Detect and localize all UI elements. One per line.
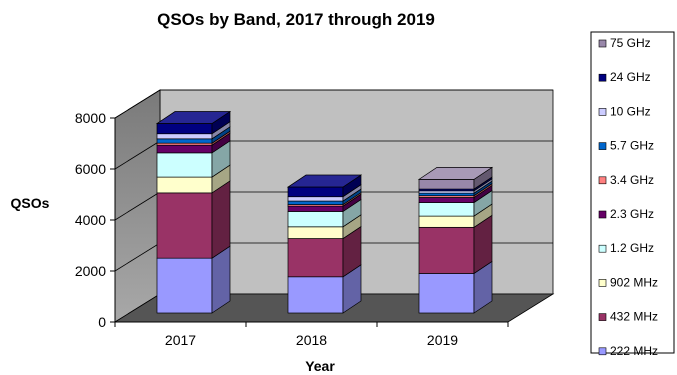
y-tick-label: 4000 [75,212,106,228]
bar-front [418,273,475,314]
bar-front [156,133,213,140]
legend-label: 10 GHz [610,104,651,118]
bar-segment [156,245,231,314]
legend-swatch [598,210,607,219]
gridline-side [114,242,161,272]
bar-front [287,200,344,205]
bar-side [211,180,231,259]
bar-front [287,226,344,239]
y-axis-label: QSOs [11,195,50,211]
legend-swatch [598,108,607,116]
bar-front [287,211,344,228]
legend-label: 75 GHz [610,36,651,50]
bar-segment [156,164,231,194]
bar-top [155,111,232,124]
bar-front [287,276,344,314]
legend-label: 902 MHz [610,275,658,289]
bar-top [417,167,494,180]
x-tick-label: 2017 [165,332,196,348]
bar-front [287,196,344,202]
bar-front [418,179,475,190]
gridline-side [114,191,161,221]
legend-label: 3.4 GHz [610,173,654,187]
bar-front [287,186,344,198]
bar-segment [287,198,362,228]
bar-front [156,192,213,259]
legend-label: 2.3 GHz [610,207,654,221]
legend-swatch [598,313,607,321]
y-axis-ticks: 0 2000 4000 6000 8000 [75,110,508,330]
legend-swatch [598,39,607,48]
bar-top [286,174,363,188]
y-tick-label: 8000 [75,110,106,126]
y-tick-label: 0 [98,314,106,330]
x-tick-label: 2019 [427,332,458,348]
bar-front [287,238,344,278]
legend-swatch [598,176,607,185]
bar-segment [418,260,493,314]
x-axis-label: Year [305,358,335,374]
x-tick-label: 2018 [296,332,327,348]
bar-front [287,205,344,212]
legend-box [590,31,675,354]
bar-segment [418,166,493,190]
legend-swatch [598,142,607,150]
bar-segment [418,176,493,192]
bar-front [418,202,475,217]
bar-front [156,176,213,194]
legend-label: 5.7 GHz [610,139,654,153]
bars [155,110,494,314]
bar-front [156,152,213,178]
bar-front [156,138,213,144]
legend-swatch [598,73,607,82]
legend-swatch [598,347,607,356]
legend: 75 GHz 24 GHz 10 GHz 5.7 GHz 3.4 GHz 2.3 GHz 1… [590,31,675,358]
x-axis-ticks: 2017 2018 2019 [114,322,509,348]
gridline-side [114,89,161,119]
legend-swatch [598,244,607,253]
legend-label: 222 MHz [610,344,658,358]
legend-label: 24 GHz [610,70,651,84]
legend-label: 1.2 GHz [610,241,654,255]
bar-segment [156,180,231,259]
chart-title: QSOs by Band, 2017 through 2019 [157,10,435,29]
gridline-side [114,140,161,170]
y-tick-label: 6000 [75,161,106,177]
bar-front [156,144,213,154]
bar-front [156,123,213,135]
bar-front [156,257,213,314]
bar-segment [287,225,362,278]
legend-swatch [598,279,607,287]
bar-front [418,192,475,197]
legend-label: 432 MHz [610,310,658,324]
bar-segment [418,184,493,204]
y-tick-label: 2000 [75,263,106,279]
bar-front [418,215,475,228]
bar-front [418,226,475,274]
bar-front [418,197,475,203]
